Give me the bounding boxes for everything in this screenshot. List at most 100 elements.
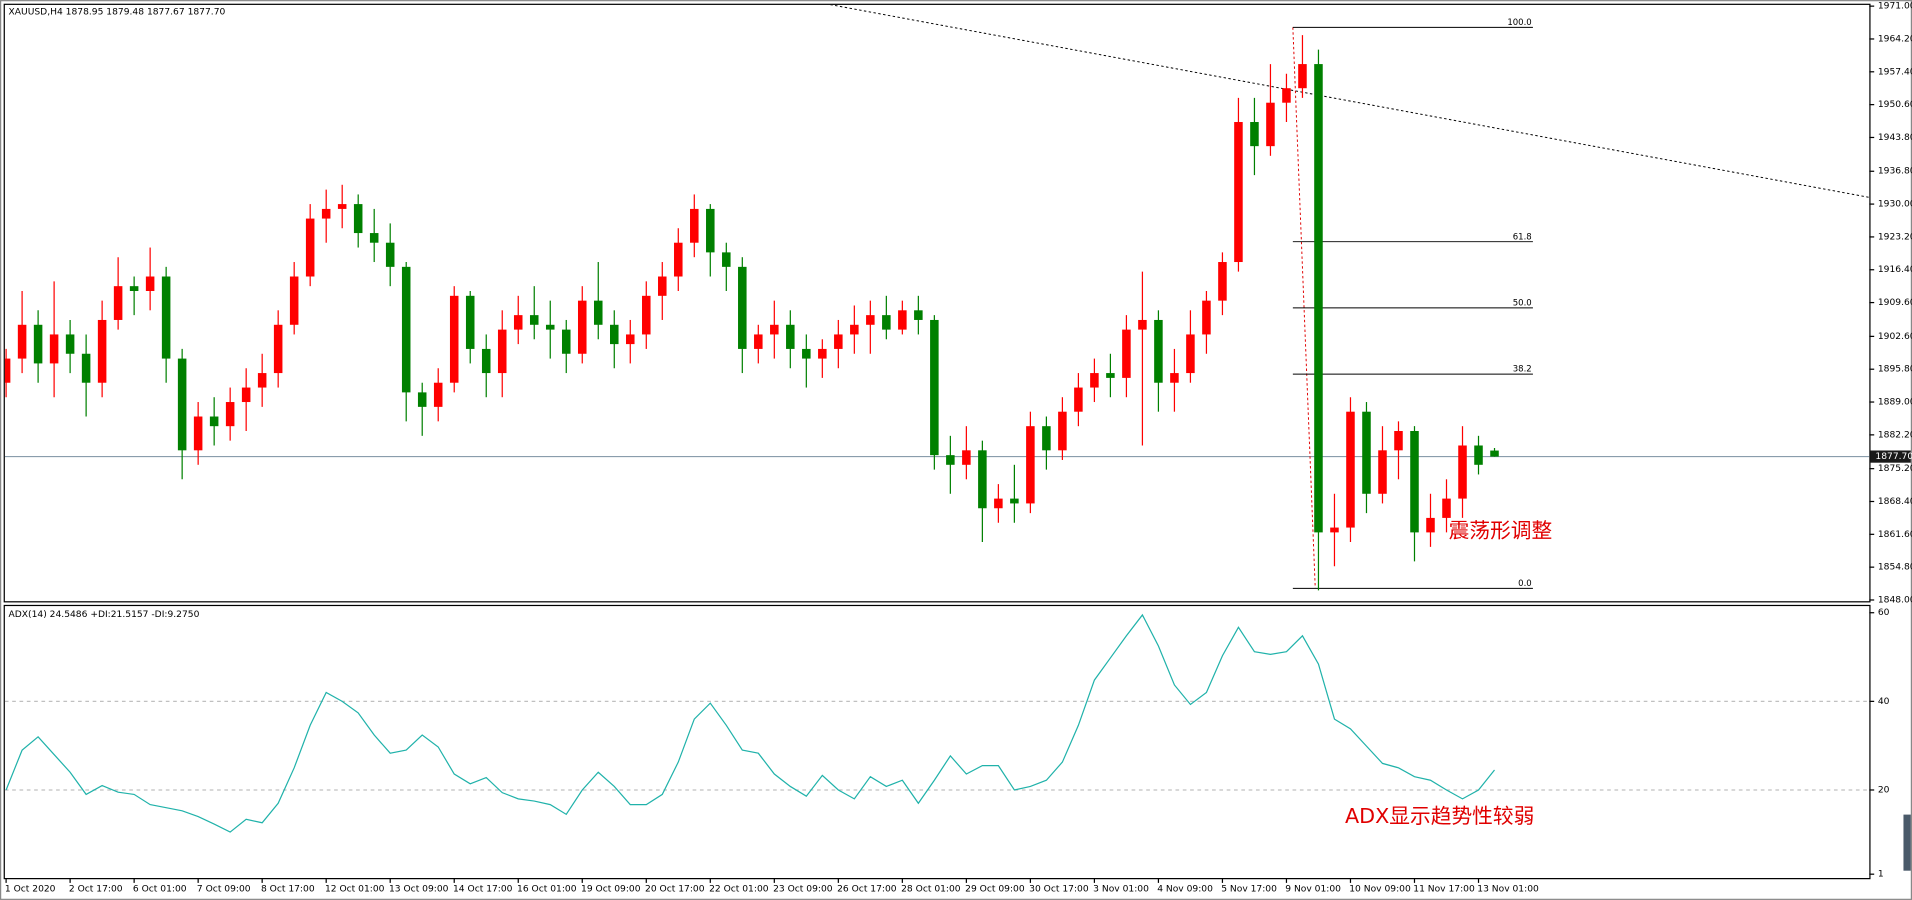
candle-body [369, 233, 379, 243]
x-tick-label: 22 Oct 01:00 [709, 884, 769, 894]
candle-body [722, 252, 731, 267]
x-tick-label: 4 Nov 09:00 [1157, 884, 1213, 894]
x-tick-label: 26 Oct 17:00 [837, 884, 897, 894]
candle-body [1410, 431, 1419, 533]
y-tick-label: 1861.60 [1878, 530, 1912, 540]
x-tick-label: 11 Nov 17:00 [1413, 884, 1475, 894]
candle-body [1458, 445, 1467, 499]
y-tick-label: 1 [1878, 870, 1884, 880]
candle-body [1058, 411, 1067, 451]
x-tick-label: 9 Nov 01:00 [1285, 884, 1341, 894]
candle-body [1010, 498, 1019, 504]
x-tick-label: 1 Oct 2020 [5, 884, 56, 894]
candle-body [177, 358, 187, 451]
candle-body [1266, 102, 1275, 147]
candle-body [994, 498, 1003, 509]
y-tick-label: 1957.40 [1878, 67, 1912, 77]
y-tick-label: 1936.80 [1878, 167, 1912, 177]
fib-label: 50.0 [1513, 299, 1532, 309]
y-tick-label: 1875.20 [1878, 464, 1912, 474]
price-plot [4, 4, 1870, 591]
y-tick-label: 1848.00 [1878, 595, 1912, 605]
candle-body [1330, 527, 1339, 533]
candle-body [49, 334, 59, 364]
y-tick-label: 1868.40 [1878, 497, 1912, 507]
candle-body [962, 450, 971, 465]
indicator-plot [4, 613, 1870, 833]
candle-body [1074, 387, 1083, 412]
candle-body [1234, 122, 1243, 263]
candle-body [866, 315, 875, 325]
candle-body [1394, 431, 1403, 451]
candle-body [401, 266, 411, 393]
candle-body [289, 276, 299, 325]
current-price-label: 1877.70 [1875, 452, 1912, 462]
fib-baseline [1292, 27, 1316, 589]
candle-body [81, 353, 91, 383]
candle-body [834, 334, 843, 349]
candle-body [577, 300, 587, 354]
scroll-handle[interactable] [1903, 814, 1911, 871]
candle-body [1026, 426, 1035, 504]
y-tick-label: 1923.20 [1878, 232, 1912, 242]
candle-body [1362, 411, 1371, 494]
candle-body [465, 295, 475, 349]
candle-body [337, 204, 347, 209]
candle-body [1250, 122, 1259, 147]
y-tick-label: 1889.00 [1878, 398, 1912, 408]
candle-body [305, 218, 315, 277]
candle-body [1218, 262, 1227, 301]
x-tick-label: 12 Oct 01:00 [325, 884, 385, 894]
y-tick-label: 1895.80 [1878, 365, 1912, 375]
fib-label: 61.8 [1513, 232, 1532, 242]
candle-body [65, 334, 75, 354]
candle-body [626, 334, 635, 345]
candle-body [129, 286, 139, 291]
candle-body [1314, 64, 1323, 533]
candle-body [802, 348, 811, 359]
fib-label: 38.2 [1513, 365, 1532, 375]
current-price-box [1870, 450, 1911, 463]
candle-body [738, 266, 747, 349]
candle-body [1186, 334, 1195, 374]
x-tick-label: 2 Oct 17:00 [69, 884, 123, 894]
trendline [829, 4, 1870, 198]
candle-body [529, 315, 539, 325]
chart-header: XAUUSD,H4 1878.95 1879.48 1877.67 1877.7… [9, 8, 226, 18]
candle-body [321, 208, 331, 219]
candle-body [513, 315, 523, 330]
candle-body [930, 319, 939, 456]
candle-body [1474, 445, 1483, 465]
candle-body [882, 315, 891, 330]
candle-body [1138, 319, 1147, 330]
x-tick-label: 30 Oct 17:00 [1029, 884, 1089, 894]
candle-body [914, 310, 923, 320]
y-tick-label: 40 [1878, 697, 1890, 707]
y-tick-label: 1964.20 [1878, 34, 1912, 44]
candle-body [674, 242, 683, 277]
x-tick-label: 13 Nov 01:00 [1477, 884, 1539, 894]
x-tick-label: 29 Oct 09:00 [965, 884, 1025, 894]
candle-body [561, 329, 571, 354]
candle-body [1202, 300, 1211, 335]
candle-body [241, 387, 251, 403]
x-tick-label: 3 Nov 01:00 [1093, 884, 1149, 894]
candle-body [978, 450, 987, 509]
x-tick-label: 20 Oct 17:00 [645, 884, 705, 894]
candle-body [273, 324, 283, 374]
candle-body [545, 324, 555, 330]
indicator-annotation: ADX显示趋势性较弱 [1345, 804, 1534, 828]
candle-body [770, 324, 779, 335]
candle-body [754, 334, 763, 349]
y-tick-label: 1971.00 [1878, 2, 1912, 12]
y-tick-label: 1909.60 [1878, 298, 1912, 308]
candle-body [481, 348, 491, 374]
candle-body [33, 324, 43, 364]
candle-body [225, 402, 235, 427]
candle-body [1346, 411, 1355, 528]
candle-body [1490, 450, 1499, 457]
candle-body [161, 276, 171, 359]
candle-body [786, 324, 795, 349]
